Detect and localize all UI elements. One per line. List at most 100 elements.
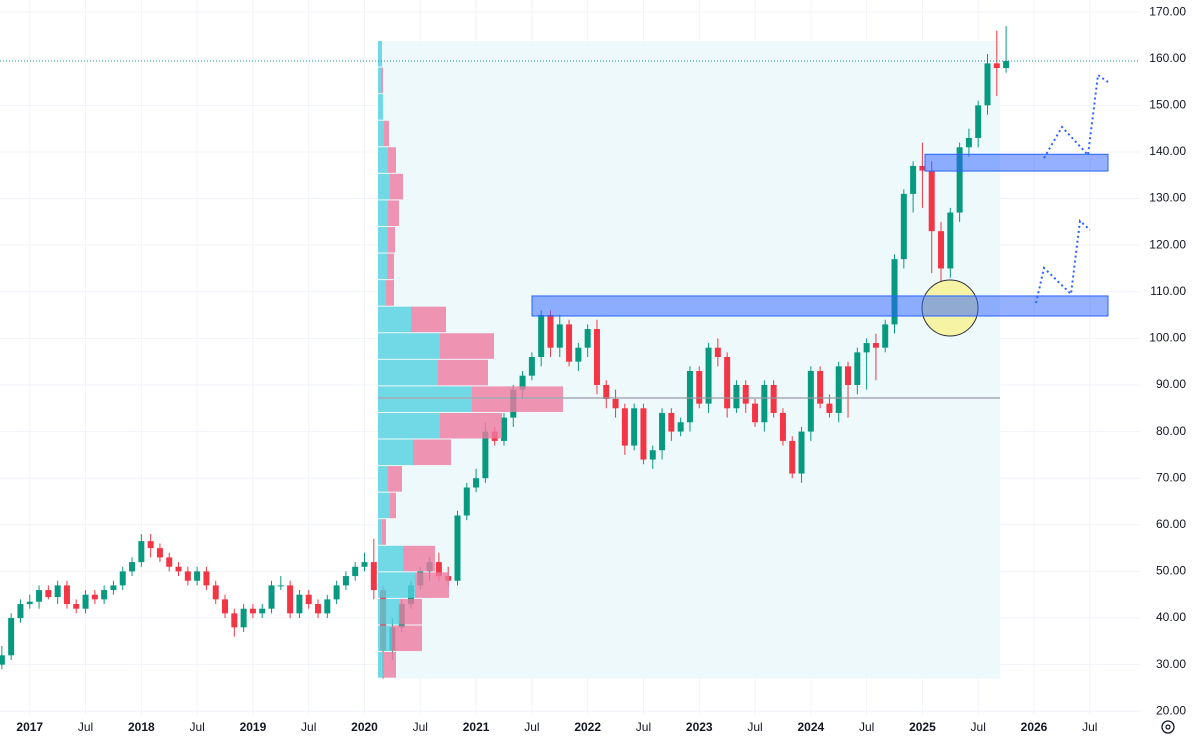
candle-body	[538, 315, 545, 358]
y-tick-label: 90.00	[1156, 377, 1186, 391]
candle-body	[854, 352, 861, 385]
y-axis-band	[1140, 0, 1192, 742]
profile-down	[387, 253, 394, 280]
candle-body	[817, 371, 824, 404]
candle-body	[8, 618, 15, 656]
candle-body	[305, 594, 312, 605]
profile-down	[403, 545, 435, 572]
projection-path	[1043, 73, 1109, 159]
candle-body	[928, 170, 935, 232]
candle-body	[296, 594, 303, 614]
profile-down	[440, 412, 502, 439]
candle-body	[761, 384, 768, 423]
candle-body	[222, 599, 229, 614]
candle-body	[631, 408, 638, 446]
candle-body	[63, 585, 70, 605]
candle-body	[575, 347, 582, 362]
candle-body	[361, 562, 368, 567]
candle-body	[649, 450, 656, 460]
x-tick-label: 2017	[16, 720, 43, 734]
profile-up	[378, 173, 390, 200]
candle-body	[938, 231, 945, 269]
x-tick-label: Jul	[747, 720, 762, 734]
y-tick-label: 50.00	[1156, 564, 1186, 578]
candle-body	[714, 347, 721, 358]
candle-body	[956, 147, 963, 213]
candle-body	[166, 557, 173, 567]
x-tick-label: 2019	[240, 720, 267, 734]
candle-body	[752, 403, 759, 423]
y-tick-label: 40.00	[1156, 610, 1186, 624]
candle-body	[454, 515, 461, 581]
candle-body	[110, 585, 117, 591]
candle-body	[947, 212, 954, 269]
candle-body	[277, 585, 284, 587]
profile-up	[378, 598, 400, 625]
candle-body	[259, 608, 266, 614]
candle-body	[500, 417, 507, 441]
x-axis-band	[0, 714, 1192, 742]
profile-up	[378, 253, 387, 280]
candle-body	[17, 604, 24, 619]
projection-path	[1035, 218, 1091, 304]
profile-up	[378, 306, 411, 333]
profile-down	[413, 439, 451, 466]
candle-body	[352, 566, 359, 577]
profile-layer	[378, 41, 1000, 678]
candle-body	[370, 562, 377, 591]
candle-body	[268, 585, 275, 609]
candle-body	[231, 613, 238, 628]
profile-up	[378, 147, 388, 173]
candle-body	[584, 329, 591, 348]
profile-up	[378, 519, 382, 545]
profile-down	[384, 120, 389, 147]
y-tick-label: 30.00	[1156, 657, 1186, 671]
x-tick-label: 2021	[463, 720, 490, 734]
candle-body	[26, 601, 33, 605]
candle-body	[603, 384, 610, 399]
x-tick-label: Jul	[1082, 720, 1097, 734]
profile-down	[381, 67, 383, 94]
profile-up	[378, 545, 403, 572]
candle-body	[993, 63, 1000, 69]
y-tick-label: 20.00	[1156, 703, 1186, 717]
candle-body	[742, 384, 749, 404]
candle-body	[73, 604, 80, 609]
profile-up	[378, 67, 381, 94]
candle-body	[249, 608, 256, 614]
profile-down	[392, 625, 422, 652]
x-tick-label: 2020	[351, 720, 378, 734]
x-tick-label: 2025	[909, 720, 936, 734]
y-tick-label: 70.00	[1156, 470, 1186, 484]
candle-body	[45, 590, 52, 598]
y-tick-label: 160.00	[1149, 51, 1186, 65]
profile-up	[378, 280, 386, 306]
x-tick-label: Jul	[301, 720, 316, 734]
x-tick-label: Jul	[413, 720, 428, 734]
candle-body	[845, 366, 852, 385]
y-tick-label: 130.00	[1149, 191, 1186, 205]
candle-body	[482, 431, 489, 479]
candle-body	[240, 608, 247, 628]
candle-body	[770, 384, 777, 413]
profile-down	[386, 280, 394, 306]
candle-body	[324, 599, 331, 614]
candle-body	[91, 594, 98, 600]
candle-body	[724, 357, 731, 409]
candle-body	[101, 590, 108, 600]
candle-body	[0, 655, 5, 665]
profile-down	[390, 492, 396, 519]
profile-down	[472, 386, 563, 412]
candle-body	[910, 165, 917, 194]
y-tick-label: 110.00	[1150, 284, 1186, 298]
profile-up	[378, 41, 382, 67]
candle-body	[621, 408, 628, 446]
profile-up	[378, 226, 388, 253]
profile-up	[378, 120, 384, 147]
x-tick-label: Jul	[78, 720, 93, 734]
candle-body	[138, 541, 145, 563]
candle-body	[1003, 61, 1010, 69]
settings-icon[interactable]	[1161, 720, 1175, 734]
candle-body	[696, 371, 703, 404]
